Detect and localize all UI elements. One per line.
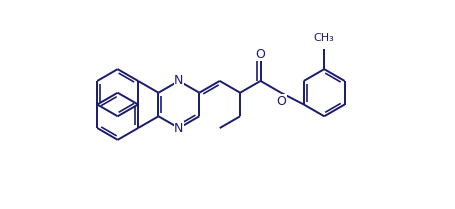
Text: O: O xyxy=(275,94,285,108)
Text: N: N xyxy=(174,74,183,87)
Text: O: O xyxy=(255,47,265,61)
Text: CH₃: CH₃ xyxy=(313,33,334,43)
Text: N: N xyxy=(174,122,183,135)
